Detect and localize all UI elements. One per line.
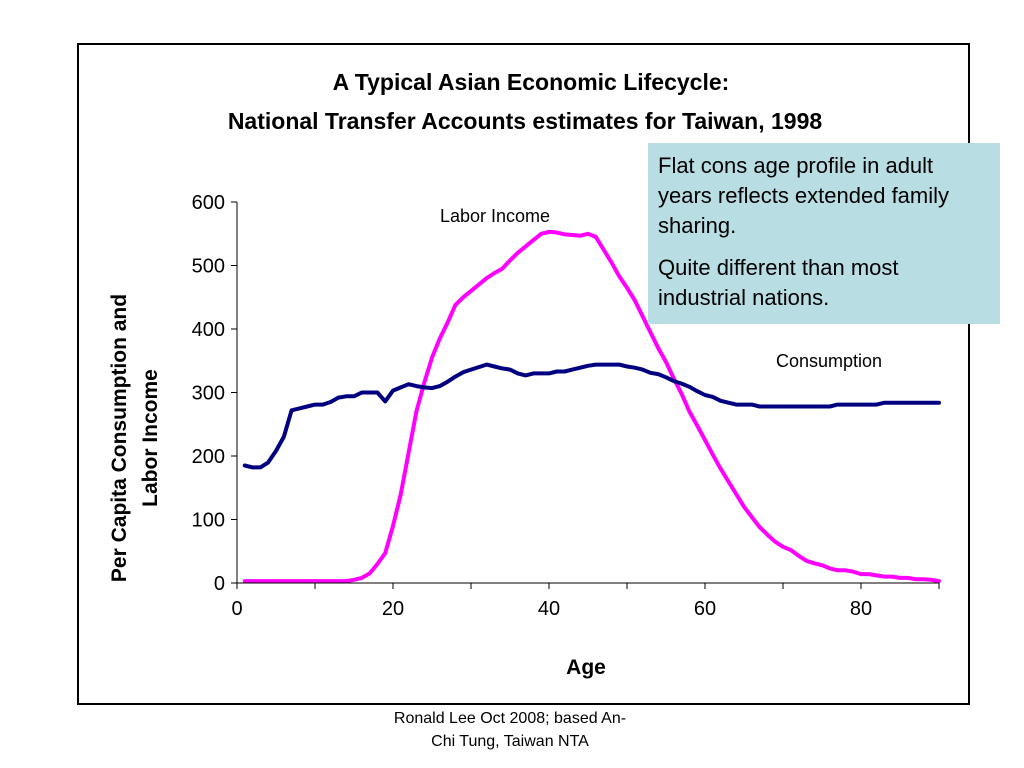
y-tick-label: 200 xyxy=(192,446,225,468)
x-tick-label: 60 xyxy=(694,598,716,620)
source-credit-line2: Chi Tung, Taiwan NTA xyxy=(431,733,589,750)
y-tick-label: 0 xyxy=(214,573,225,595)
series-label-labor-income: Labor Income xyxy=(440,206,550,226)
x-tick-label: 0 xyxy=(231,598,242,620)
x-tick-label: 40 xyxy=(538,598,560,620)
series-line-labor-income xyxy=(242,229,941,584)
y-axis-title-line1: Per Capita Consumption and xyxy=(108,294,131,582)
chart-title-line2: National Transfer Accounts estimates for… xyxy=(228,108,823,134)
series-layer xyxy=(242,229,941,584)
source-credit: Ronald Lee Oct 2008; based An- Chi Tung,… xyxy=(340,707,680,753)
chart-title-line1: A Typical Asian Economic Lifecycle: xyxy=(333,69,730,95)
source-credit-line1: Ronald Lee Oct 2008; based An- xyxy=(393,710,627,727)
annotation-paragraph-1: Flat cons age profile in adult years ref… xyxy=(658,153,950,238)
x-axis-title: Age xyxy=(566,656,606,679)
annotation-box: Flat cons age profile in adult years ref… xyxy=(648,143,1000,324)
y-tick-label: 300 xyxy=(192,383,225,405)
series-line-consumption xyxy=(242,362,941,470)
annotation-paragraph-2: Quite different than most industrial nat… xyxy=(658,255,899,310)
y-axis-title-line2: Labor Income xyxy=(139,369,162,507)
x-tick-label: 20 xyxy=(382,598,404,620)
x-tick-label: 80 xyxy=(850,598,872,620)
line-chart: A Typical Asian Economic Lifecycle: Nati… xyxy=(108,69,941,679)
y-tick-label: 500 xyxy=(192,256,225,278)
y-tick-label: 100 xyxy=(192,510,225,532)
y-tick-label: 400 xyxy=(192,319,225,341)
y-tick-label: 600 xyxy=(192,192,225,214)
axes-layer: 0 100 200 300 400 500 600 0 20 40 60 80 xyxy=(192,192,940,620)
series-label-consumption: Consumption xyxy=(776,351,882,371)
